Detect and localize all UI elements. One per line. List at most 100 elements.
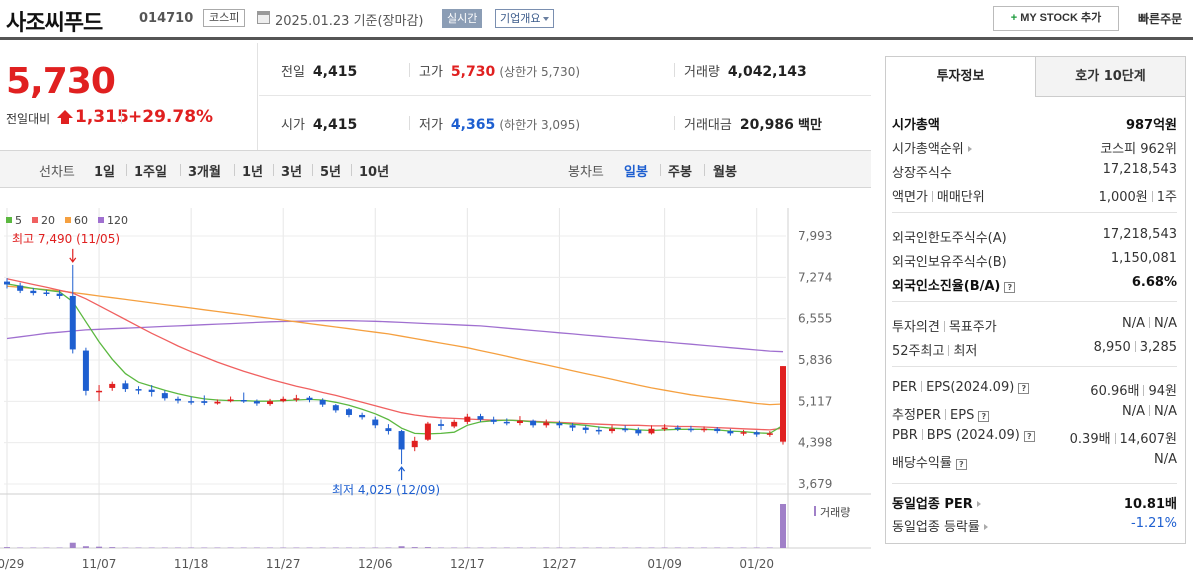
info-label: 외국인소진율(B/A) [892, 279, 1001, 294]
divider [121, 110, 122, 124]
x-tick-label: 11/07 [82, 557, 117, 571]
divider [1149, 405, 1150, 416]
price-summary: 5,730 전일대비 1,315 +29.78% [0, 43, 258, 150]
info-value: 6.68% [1131, 275, 1177, 290]
period-3y-button[interactable]: 3년 [281, 165, 303, 180]
candle-body [345, 409, 352, 415]
tab-investment-info[interactable]: 투자정보 [886, 57, 1035, 97]
help-icon[interactable]: ? [955, 459, 967, 470]
divider [1149, 317, 1150, 328]
info-row-foreign-limit: 외국인한도주식수(A) 17,218,543 [892, 224, 1177, 246]
divider [921, 381, 923, 392]
high-arrow [69, 248, 77, 263]
info-label: PBR [892, 428, 918, 443]
period-10y-button[interactable]: 10년 [359, 165, 390, 180]
candle-body [635, 429, 642, 434]
divider [126, 164, 127, 176]
add-my-stock-label: MY STOCK 추가 [1020, 12, 1102, 24]
period-1d-button[interactable]: 1일 [94, 165, 116, 180]
divider [892, 483, 1177, 484]
realtime-button[interactable]: 실시간 [442, 9, 483, 28]
stat-label: 거래량 [684, 65, 720, 80]
volume-legend-label: 거래량 [820, 506, 850, 519]
moving-average-line [6, 285, 784, 406]
panel-tabs: 투자정보 호가 10단계 [886, 57, 1185, 97]
divider [948, 345, 950, 356]
chart-controls: 선차트 1일 1주일 3개월 1년 3년 5년 10년 봉차트 일봉 주봉 월봉 [0, 150, 871, 188]
help-icon[interactable]: ? [1018, 383, 1030, 394]
info-label: 배당수익률 [892, 456, 952, 471]
candle-body [332, 405, 339, 411]
period-1w-button[interactable]: 1주일 [134, 165, 167, 180]
stock-code: 014710 [139, 11, 194, 26]
volume-bar [4, 547, 10, 548]
divider [1134, 341, 1136, 352]
quick-order-link[interactable]: 빠른주문 [1138, 12, 1183, 26]
help-icon[interactable]: ? [1004, 282, 1016, 293]
divider [892, 301, 1177, 302]
candle-body [109, 383, 116, 388]
legend-label: 120 [107, 214, 128, 227]
line-chart-label: 선차트 [39, 165, 75, 180]
period-3m-button[interactable]: 3개월 [188, 165, 221, 180]
candle-body [661, 427, 668, 430]
stat-sub: (하한가 3,095) [499, 118, 581, 132]
base-date: 2025.01.23 기준(장마감) [275, 14, 424, 29]
candle-body [96, 390, 103, 393]
candle-body [43, 292, 50, 295]
volume-bar [424, 547, 431, 548]
candle-daily-button[interactable]: 일봉 [624, 165, 648, 180]
investment-info-panel: 투자정보 호가 10단계 시가총액 987억원 시가총액순위 코스피 962위 … [885, 56, 1186, 544]
info-label: 투자의견 [892, 320, 940, 335]
candle-weekly-button[interactable]: 주봉 [668, 165, 692, 180]
tab-quote-10[interactable]: 호가 10단계 [1035, 57, 1185, 97]
info-label: 시가총액 [892, 118, 940, 133]
moving-average-line [6, 278, 784, 431]
stat-high: 고가 5,730 (상한가 5,730) [419, 61, 580, 80]
market-badge: 코스피 [203, 9, 246, 27]
divider [945, 409, 947, 420]
help-icon[interactable]: ? [978, 411, 990, 422]
period-5y-button[interactable]: 5년 [320, 165, 342, 180]
candle-body [740, 432, 747, 434]
info-value: N/A [1122, 404, 1145, 419]
y-tick-label: 3,679 [798, 477, 832, 491]
info-row-dividend: 배당수익률? N/A [892, 449, 1177, 471]
info-row-52week: 52주최고 최저 8,950 3,285 [892, 337, 1177, 359]
divider [1114, 433, 1116, 444]
current-price: 5,730 [6, 61, 116, 102]
period-1y-button[interactable]: 1년 [242, 165, 264, 180]
candle-body [595, 429, 602, 432]
help-icon[interactable]: ? [1023, 431, 1035, 442]
company-overview-dropdown[interactable]: 기업개요 [495, 9, 555, 28]
change-percent: +29.78% [128, 107, 214, 127]
info-label: PER [892, 380, 918, 395]
candle-body [530, 420, 537, 426]
candle-monthly-button[interactable]: 월봉 [713, 165, 737, 180]
y-tick-label: 6,555 [798, 312, 832, 326]
stat-label: 저가 [419, 118, 443, 133]
stock-name: 사조씨푸드 [6, 11, 103, 36]
info-label: 외국인한도주식수(A) [892, 231, 1007, 246]
candle-body [477, 416, 484, 420]
stat-label: 거래대금 [684, 118, 732, 133]
stat-value: 4,365 [450, 117, 496, 133]
x-tick-label: 10/29 [0, 557, 24, 571]
y-tick-label: 7,993 [798, 229, 832, 243]
info-row-cap-rank[interactable]: 시가총액순위 코스피 962위 [892, 135, 1177, 157]
info-row-industry-per[interactable]: 동일업종 PER 10.81배 [892, 490, 1177, 512]
candle-body [122, 383, 129, 390]
add-my-stock-button[interactable]: + MY STOCK 추가 [993, 6, 1119, 31]
legend-swatch [98, 217, 104, 223]
legend-label: 60 [74, 214, 88, 227]
info-row-industry-change[interactable]: 동일업종 등락률 -1.21% [892, 513, 1177, 535]
volume-bar [780, 504, 786, 548]
candle-body [503, 421, 510, 424]
chevron-down-icon [543, 17, 550, 21]
stat-value: 4,415 [312, 64, 358, 80]
info-row-est-per: 추정PER EPS? N/A N/A [892, 401, 1177, 423]
candle-body [582, 427, 589, 430]
legend-label: 20 [41, 214, 55, 227]
info-value: 17,218,543 [1102, 162, 1177, 177]
info-row-foreign-ratio: 외국인소진율(B/A)? 6.68% [892, 272, 1177, 294]
